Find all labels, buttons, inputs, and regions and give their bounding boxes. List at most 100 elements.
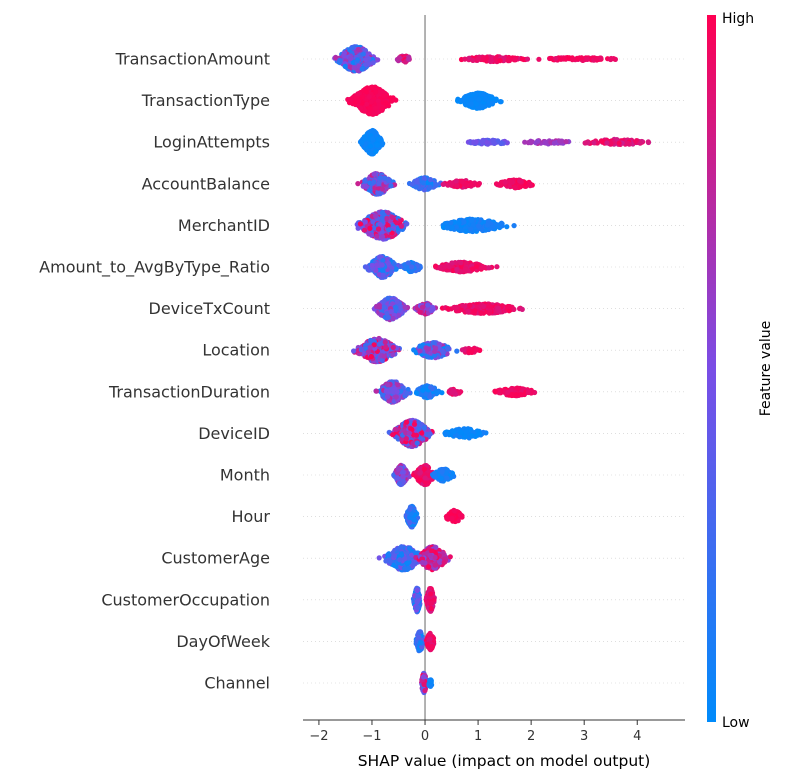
feature-points [332,44,619,74]
shap-point [376,181,382,187]
shap-point [402,304,408,310]
shap-point [369,262,375,268]
shap-point [519,306,525,312]
shap-point [371,171,377,177]
shap-point [389,214,396,220]
feature-points [345,84,504,117]
shap-point [357,221,363,227]
shap-point [625,140,631,146]
row-guide-lines [303,58,685,684]
shap-point [341,50,347,56]
shap-point [470,266,476,272]
shap-point [454,266,460,273]
shap-point [345,96,351,103]
shap-point [388,183,394,189]
shap-point [528,140,534,146]
shap-point [356,98,362,104]
shap-point [364,101,370,107]
shap-point [376,102,382,108]
shap-point [454,183,460,189]
shap-point [366,94,372,100]
shap-point [427,177,434,183]
shap-point [445,306,451,312]
shap-point [504,224,510,230]
shap-point [362,136,368,142]
shap-point [374,262,380,268]
shap-point [368,99,374,105]
shap-point [584,56,590,63]
shap-point [462,56,468,62]
shap-point [380,272,386,278]
shap-point [362,219,368,225]
shap-point [381,93,387,99]
shap-point [356,63,362,69]
shap-point [591,140,597,146]
shap-point [342,63,348,69]
shap-point [367,150,373,156]
shap-point [464,97,470,103]
shap-point [409,264,415,270]
shap-point [374,233,380,239]
shap-point [495,305,501,311]
shap-point [390,315,396,322]
shap-point [633,138,640,144]
shap-point [359,140,365,146]
shap-point [507,304,513,310]
shap-point [462,267,468,273]
shap-point [474,101,480,107]
shap-point [370,60,376,66]
shap-point [505,58,511,64]
shap-point [375,136,381,142]
shap-point [593,56,599,62]
shap-point [379,234,385,240]
shap-point [616,140,622,146]
shap-point [372,105,379,111]
shap-point [392,304,399,310]
feature-points [357,127,652,157]
shap-point [384,215,390,221]
shap-point [637,140,643,146]
shap-point [355,67,361,73]
shap-point [388,309,394,315]
shap-point [645,139,651,145]
shap-point [481,264,487,270]
shap-point [517,184,523,190]
shap-point [363,89,369,95]
shap-point [484,222,490,228]
shap-point [371,111,377,117]
shap-point [461,219,467,225]
shap-point [497,58,503,64]
shap-point [562,55,568,61]
shap-point [465,308,471,315]
shap-point [553,56,559,62]
shap-point [377,221,383,227]
shap-point [463,228,469,234]
shap-point [367,225,373,231]
shap-point [366,231,372,237]
shap-point [456,220,462,226]
shap-point [498,182,504,188]
shap-point [467,302,473,308]
shap-point [551,140,557,146]
shap-point [475,56,481,62]
shap-point [503,179,509,185]
shap-point [489,224,495,230]
shap-point [481,303,487,310]
shap-point [417,309,423,315]
shap-point [351,65,357,71]
shap-point [378,312,384,318]
shap-point [470,222,476,228]
shap-point [367,105,373,112]
shap-point [360,51,366,57]
shap-point [460,302,466,309]
feature-points [355,171,535,197]
shap-point [364,264,370,270]
shap-point [524,56,531,62]
shap-point [482,96,489,102]
shap-point [419,304,426,310]
feature-points [351,335,483,365]
shap-point [598,55,604,61]
shap-point [604,140,610,146]
shap-point [396,55,402,61]
shap-point [391,261,397,267]
